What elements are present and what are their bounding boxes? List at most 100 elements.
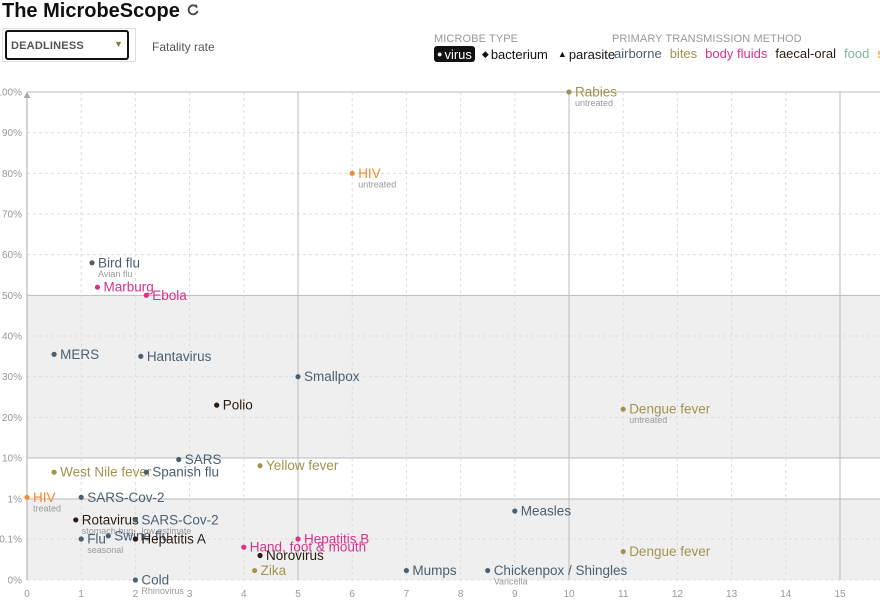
transmission-faecal[interactable]: faecal-oral <box>775 46 837 61</box>
data-note: untreated <box>358 179 396 189</box>
y-tick-label: 10% <box>2 454 22 465</box>
metric-select-value: DEADLINESS <box>11 40 84 52</box>
x-tick-label: 4 <box>241 589 247 600</box>
data-label: Hantavirus <box>147 349 212 364</box>
data-point[interactable] <box>512 508 518 514</box>
data-note: untreated <box>575 98 613 108</box>
data-label: Measles <box>521 504 572 519</box>
data-point[interactable] <box>620 548 626 555</box>
data-point[interactable] <box>51 469 57 475</box>
transmission-sex[interactable]: se <box>877 46 880 61</box>
transmission-food[interactable]: food <box>844 46 870 61</box>
data-point[interactable] <box>485 567 491 574</box>
transmission-fluids[interactable]: body fluids <box>705 46 768 61</box>
x-tick-label: 8 <box>458 589 464 600</box>
data-label: Norovirus <box>266 548 324 563</box>
y-tick-label: 100% <box>0 88 22 99</box>
data-point[interactable] <box>295 536 301 542</box>
data-point[interactable] <box>403 567 409 574</box>
data-label: Dengue fever <box>629 544 711 559</box>
data-point[interactable] <box>257 463 263 469</box>
microbe-type-label: parasite <box>568 46 616 62</box>
data-note: Avian flu <box>98 269 132 279</box>
x-tick-label: 12 <box>672 589 684 600</box>
data-label: West Nile fever <box>60 465 152 480</box>
transmission-heading: PRIMARY TRANSMISSION METHOD <box>612 33 802 45</box>
data-point[interactable] <box>214 402 220 408</box>
data-point[interactable] <box>566 89 572 95</box>
data-note: untreated <box>629 415 667 425</box>
data-point[interactable] <box>78 494 84 500</box>
y-tick-label: 70% <box>2 210 22 221</box>
microbe-type-heading: MICROBE TYPE <box>434 33 519 45</box>
data-point[interactable] <box>94 284 101 290</box>
data-point[interactable] <box>132 536 138 542</box>
y-tick-label: 80% <box>2 169 22 180</box>
data-point[interactable] <box>51 351 57 357</box>
y-tick-label: 1% <box>8 495 23 506</box>
data-point[interactable] <box>105 533 111 539</box>
data-label: Marburg <box>103 280 153 295</box>
chevron-down-icon: ▼ <box>114 39 123 49</box>
transmission-airborne[interactable]: airborne <box>614 46 662 61</box>
y-tick-label: 60% <box>2 250 22 261</box>
data-point[interactable] <box>252 567 258 574</box>
data-point[interactable] <box>89 260 95 266</box>
data-point[interactable] <box>349 170 355 176</box>
data-note: Rhinovirus <box>141 586 184 596</box>
virus-glyph-icon: ● <box>437 49 443 59</box>
data-note: Varicella <box>494 577 528 587</box>
data-point[interactable] <box>295 374 301 380</box>
metric-select[interactable]: DEADLINESS ▼ <box>5 30 129 60</box>
data-label: Smallpox <box>304 369 360 384</box>
data-point[interactable] <box>257 552 263 559</box>
x-tick-label: 6 <box>349 589 355 600</box>
data-point[interactable] <box>138 353 144 359</box>
y-tick-label: 20% <box>2 413 22 424</box>
data-label: Hepatitis A <box>141 532 206 547</box>
data-label: Zika <box>261 563 287 578</box>
x-tick-label: 1 <box>78 589 84 600</box>
y-tick-label: 90% <box>2 128 22 139</box>
data-label: SARS <box>185 452 222 467</box>
x-tick-label: 13 <box>726 589 738 600</box>
x-tick-label: 9 <box>512 589 518 600</box>
data-note: low estimate <box>141 526 191 536</box>
data-point[interactable] <box>143 469 149 475</box>
parasite-glyph-icon: ▲ <box>557 49 567 59</box>
data-note: treated <box>33 503 61 513</box>
data-point[interactable] <box>241 544 247 550</box>
microbe-type-label: virus <box>444 46 472 62</box>
data-point[interactable] <box>24 494 30 500</box>
data-label: Rotavirus <box>82 512 139 527</box>
data-point[interactable] <box>620 406 626 412</box>
y-tick-label: 0.1% <box>0 535 22 546</box>
data-label: Bird flu <box>98 255 140 270</box>
data-point[interactable] <box>176 456 182 463</box>
y-tick-label: 30% <box>2 372 22 383</box>
microbe-type-filter: ● virus ◆ bacterium ▲ parasite <box>434 46 618 62</box>
x-tick-label: 5 <box>295 589 301 600</box>
x-tick-label: 7 <box>404 589 410 600</box>
data-point[interactable] <box>78 536 84 542</box>
data-point[interactable] <box>132 517 138 523</box>
y-tick-label: 50% <box>2 291 22 302</box>
data-label: Ebola <box>152 288 187 303</box>
microbe-type-label: bacterium <box>490 46 548 62</box>
data-point[interactable] <box>143 292 149 298</box>
data-label: HIV <box>33 490 56 505</box>
data-point[interactable] <box>132 577 138 583</box>
data-note: stomach bug <box>82 526 134 536</box>
x-tick-label: 3 <box>187 589 193 600</box>
x-tick-label: 14 <box>780 589 792 600</box>
microbe-type-virus[interactable]: ● virus <box>434 46 475 62</box>
x-tick-label: 2 <box>133 589 139 600</box>
data-label: Cold <box>141 573 169 588</box>
y-tick-label: 0% <box>8 576 23 587</box>
transmission-bites[interactable]: bites <box>669 46 698 61</box>
refresh-icon[interactable] <box>186 0 200 23</box>
microbe-type-parasite[interactable]: ▲ parasite <box>555 46 618 62</box>
data-label: MERS <box>60 347 99 362</box>
data-point[interactable] <box>73 517 79 523</box>
microbe-type-bacterium[interactable]: ◆ bacterium <box>479 46 551 62</box>
